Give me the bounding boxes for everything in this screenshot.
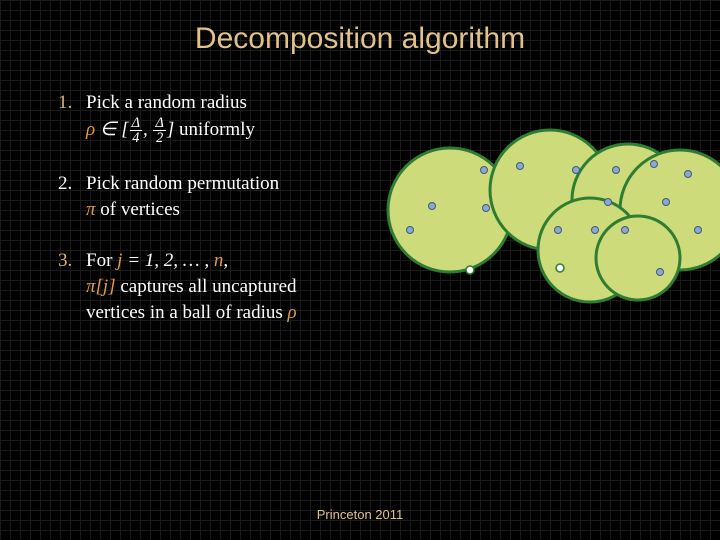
slide-title: Decomposition algorithm xyxy=(0,22,720,56)
step-3: 3. For j = 1, 2, … , n, π[j] captures al… xyxy=(58,248,398,325)
slide: Decomposition algorithm 1. Pick a random… xyxy=(0,0,720,540)
vertex-dot xyxy=(605,199,612,206)
frac-delta-2: Δ2 xyxy=(153,116,165,146)
vertex-dot xyxy=(651,161,658,168)
lbracket: [ xyxy=(121,119,128,140)
vertex-dot xyxy=(481,167,488,174)
step-3-number: 3. xyxy=(58,248,86,325)
vertex-dot xyxy=(483,205,490,212)
step-1-number: 1. xyxy=(58,90,86,145)
vertex-dot xyxy=(685,171,692,178)
vertex-special-dot xyxy=(466,266,474,274)
of-vertices-text: of vertices xyxy=(96,199,180,220)
comma2: , xyxy=(223,250,228,271)
vertex-dot xyxy=(555,227,562,234)
vertex-dot xyxy=(517,163,524,170)
for-text: For xyxy=(86,250,117,271)
vertex-dot xyxy=(592,227,599,234)
captures-text: captures all uncaptured xyxy=(116,276,297,297)
vertex-dot xyxy=(407,227,414,234)
rho2-symbol: ρ xyxy=(288,302,297,323)
vertex-dot xyxy=(657,269,664,276)
step-1: 1. Pick a random radius ρ ∈ [Δ4, Δ2] uni… xyxy=(58,90,398,145)
pi-j-symbol: π[j] xyxy=(86,276,116,297)
seq-text: = 1, 2, … , xyxy=(122,250,213,271)
vertex-dot xyxy=(573,167,580,174)
frac-delta-4: Δ4 xyxy=(130,116,142,146)
comma: , xyxy=(143,119,153,140)
in-symbol: ∈ xyxy=(95,119,121,140)
slide-footer: Princeton 2011 xyxy=(0,507,720,522)
step-1-body: Pick a random radius ρ ∈ [Δ4, Δ2] unifor… xyxy=(86,90,255,145)
algorithm-steps: 1. Pick a random radius ρ ∈ [Δ4, Δ2] uni… xyxy=(58,90,398,351)
vertex-dot xyxy=(622,227,629,234)
vertex-special-dot xyxy=(556,264,564,272)
vertex-dot xyxy=(695,227,702,234)
n-symbol: n xyxy=(214,250,224,271)
step-2-body: Pick random permutation π of vertices xyxy=(86,171,279,222)
pi-symbol: π xyxy=(86,199,96,220)
step-3-body: For j = 1, 2, … , n, π[j] captures all u… xyxy=(86,248,297,325)
ball-circle xyxy=(596,216,680,300)
rho-symbol: ρ xyxy=(86,119,95,140)
step-1-line1: Pick a random radius xyxy=(86,92,247,113)
step-2: 2. Pick random permutation π of vertices xyxy=(58,171,398,222)
step-2-line1: Pick random permutation xyxy=(86,173,279,194)
vertex-dot xyxy=(429,203,436,210)
uniformly-text: uniformly xyxy=(174,119,255,140)
ball-diagram xyxy=(380,120,720,340)
line3a-text: vertices in a ball of radius xyxy=(86,302,288,323)
step-2-number: 2. xyxy=(58,171,86,222)
vertex-dot xyxy=(663,199,670,206)
vertex-dot xyxy=(613,167,620,174)
